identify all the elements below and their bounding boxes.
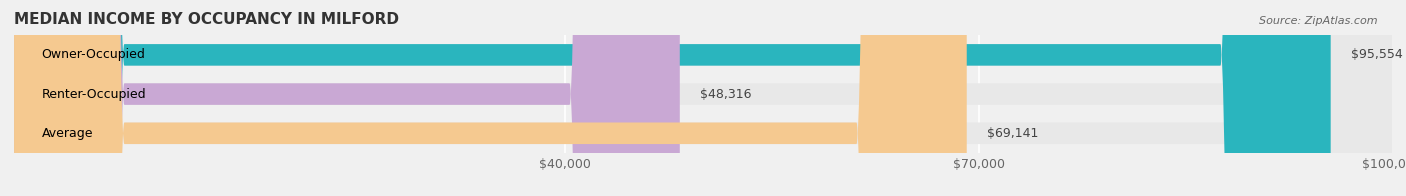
FancyBboxPatch shape [14, 0, 967, 196]
Text: Renter-Occupied: Renter-Occupied [42, 88, 146, 101]
Text: $69,141: $69,141 [987, 127, 1039, 140]
FancyBboxPatch shape [14, 0, 1330, 196]
Text: Source: ZipAtlas.com: Source: ZipAtlas.com [1260, 16, 1378, 26]
FancyBboxPatch shape [14, 0, 1392, 196]
Text: $95,554: $95,554 [1351, 48, 1403, 61]
Text: Average: Average [42, 127, 93, 140]
Text: Owner-Occupied: Owner-Occupied [42, 48, 145, 61]
FancyBboxPatch shape [14, 0, 1392, 196]
Text: MEDIAN INCOME BY OCCUPANCY IN MILFORD: MEDIAN INCOME BY OCCUPANCY IN MILFORD [14, 12, 399, 27]
FancyBboxPatch shape [14, 0, 679, 196]
FancyBboxPatch shape [14, 0, 1392, 196]
Text: $48,316: $48,316 [700, 88, 752, 101]
